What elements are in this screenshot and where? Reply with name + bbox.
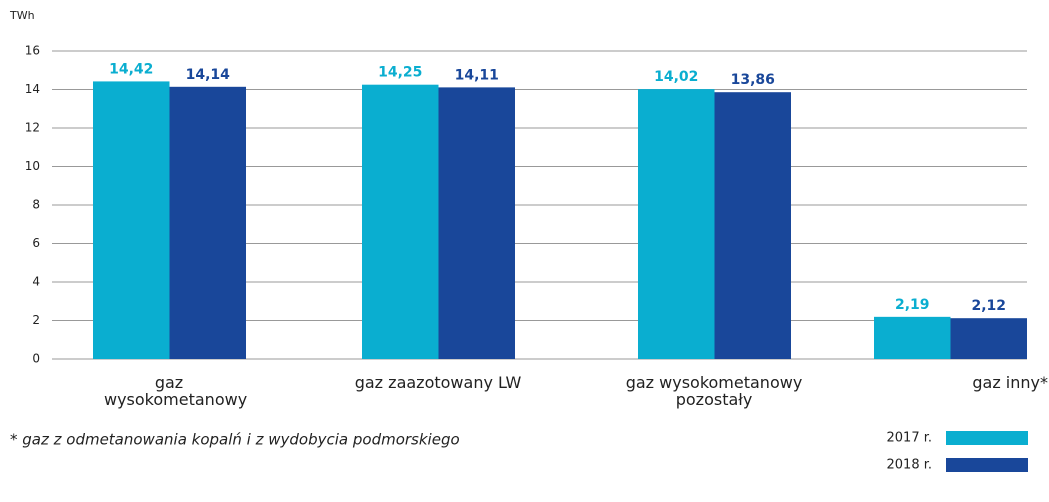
data-label: 2,12: [971, 298, 1006, 314]
legend-label: 2018 r.: [887, 458, 933, 473]
bar: [93, 81, 170, 359]
y-unit: TWh: [9, 9, 35, 22]
legend-swatch: [946, 458, 1028, 472]
y-tick-label: 2: [32, 313, 40, 327]
y-tick-label: 16: [25, 44, 40, 58]
bar: [362, 84, 439, 359]
data-label: 14,14: [186, 67, 231, 83]
bar: [874, 316, 951, 359]
x-tick-label: gaz inny*: [972, 373, 1048, 392]
y-tick-label: 8: [32, 198, 40, 212]
x-tick-label: gaz wysokometanowy: [104, 373, 248, 409]
y-tick-label: 4: [32, 275, 40, 289]
y-tick-label: 10: [25, 159, 40, 173]
data-label: 14,25: [378, 65, 422, 81]
legend-swatch: [946, 431, 1028, 445]
data-label: 14,42: [109, 61, 153, 77]
x-tick-label: gaz zaazotowany LW: [354, 373, 522, 392]
data-label: 2,19: [895, 297, 930, 313]
bar: [638, 89, 715, 360]
footnote: * gaz z odmetanowania kopalń i z wydobyc…: [10, 431, 460, 449]
bar: [169, 86, 246, 360]
y-tick-label: 14: [25, 82, 40, 96]
legend-label: 2017 r.: [887, 431, 933, 446]
bar: [438, 87, 515, 359]
x-tick-label: gaz wysokometanowy pozostały: [625, 373, 803, 409]
y-tick-label: 6: [32, 236, 40, 250]
y-tick-label: 12: [25, 121, 40, 135]
data-label: 14,02: [654, 69, 698, 85]
bar: [950, 318, 1027, 359]
data-label: 13,86: [731, 72, 775, 88]
y-tick-label: 0: [32, 352, 40, 366]
data-label: 14,11: [455, 67, 499, 83]
bar: [714, 92, 791, 359]
